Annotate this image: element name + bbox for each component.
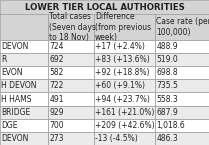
- Text: +92 (+18.8%): +92 (+18.8%): [95, 68, 150, 77]
- Text: 558.3: 558.3: [157, 95, 178, 104]
- Text: +94 (+23.7%): +94 (+23.7%): [95, 95, 150, 104]
- Text: 735.5: 735.5: [157, 81, 178, 90]
- Bar: [0, 40, 48, 53]
- Bar: [0, 66, 48, 79]
- Text: LOWER TIER LOCAL AUTHORITIES: LOWER TIER LOCAL AUTHORITIES: [25, 3, 184, 12]
- Bar: [48, 79, 94, 93]
- Text: DEVON: DEVON: [1, 134, 28, 143]
- Text: EVON: EVON: [1, 68, 23, 77]
- Text: Difference
(from previous
week): Difference (from previous week): [95, 12, 151, 42]
- Bar: [155, 53, 209, 66]
- Text: 582: 582: [49, 68, 64, 77]
- Bar: [155, 93, 209, 106]
- Text: H HAMS: H HAMS: [1, 95, 32, 104]
- Text: Total cases
(Seven days
to 18 Nov): Total cases (Seven days to 18 Nov): [49, 12, 96, 42]
- Text: 722: 722: [49, 81, 64, 90]
- Bar: [94, 79, 155, 93]
- Bar: [94, 14, 155, 40]
- Bar: [0, 132, 48, 145]
- Bar: [48, 40, 94, 53]
- Bar: [94, 40, 155, 53]
- Text: 273: 273: [49, 134, 64, 143]
- Bar: [0, 53, 48, 66]
- Bar: [48, 119, 94, 132]
- Text: 692: 692: [49, 55, 64, 64]
- Bar: [94, 132, 155, 145]
- Text: -13 (-4.5%): -13 (-4.5%): [95, 134, 138, 143]
- Bar: [48, 132, 94, 145]
- Text: 488.9: 488.9: [157, 42, 178, 51]
- Bar: [0, 79, 48, 93]
- Text: 929: 929: [49, 108, 64, 117]
- Text: 687.9: 687.9: [157, 108, 178, 117]
- Text: 519.0: 519.0: [157, 55, 178, 64]
- Bar: [155, 119, 209, 132]
- Text: 491: 491: [49, 95, 64, 104]
- Bar: [155, 132, 209, 145]
- Bar: [0, 14, 48, 40]
- Bar: [155, 14, 209, 40]
- Bar: [94, 53, 155, 66]
- Text: +60 (+9.1%): +60 (+9.1%): [95, 81, 145, 90]
- Text: BRIDGE: BRIDGE: [1, 108, 30, 117]
- Bar: [48, 14, 94, 40]
- Bar: [155, 79, 209, 93]
- Bar: [48, 53, 94, 66]
- Text: +17 (+2.4%): +17 (+2.4%): [95, 42, 145, 51]
- Bar: [155, 106, 209, 119]
- Bar: [0, 93, 48, 106]
- Bar: [94, 106, 155, 119]
- Bar: [0, 119, 48, 132]
- Text: 1,018.6: 1,018.6: [157, 121, 185, 130]
- Text: 486.3: 486.3: [157, 134, 178, 143]
- Bar: [0, 106, 48, 119]
- Bar: [48, 106, 94, 119]
- Text: +161 (+21.0%): +161 (+21.0%): [95, 108, 154, 117]
- Bar: [155, 40, 209, 53]
- Text: H DEVON: H DEVON: [1, 81, 37, 90]
- Text: 700: 700: [49, 121, 64, 130]
- Bar: [94, 93, 155, 106]
- Text: 724: 724: [49, 42, 64, 51]
- Bar: [48, 93, 94, 106]
- Text: R: R: [1, 55, 6, 64]
- Bar: [94, 66, 155, 79]
- Bar: [94, 119, 155, 132]
- Text: DGE: DGE: [1, 121, 18, 130]
- Bar: [48, 66, 94, 79]
- Bar: [0, 0, 209, 14]
- Text: Case rate (per
100,000): Case rate (per 100,000): [157, 18, 209, 37]
- Text: DEVON: DEVON: [1, 42, 28, 51]
- Text: +83 (+13.6%): +83 (+13.6%): [95, 55, 150, 64]
- Text: +209 (+42.6%): +209 (+42.6%): [95, 121, 155, 130]
- Text: 698.8: 698.8: [157, 68, 178, 77]
- Bar: [155, 66, 209, 79]
